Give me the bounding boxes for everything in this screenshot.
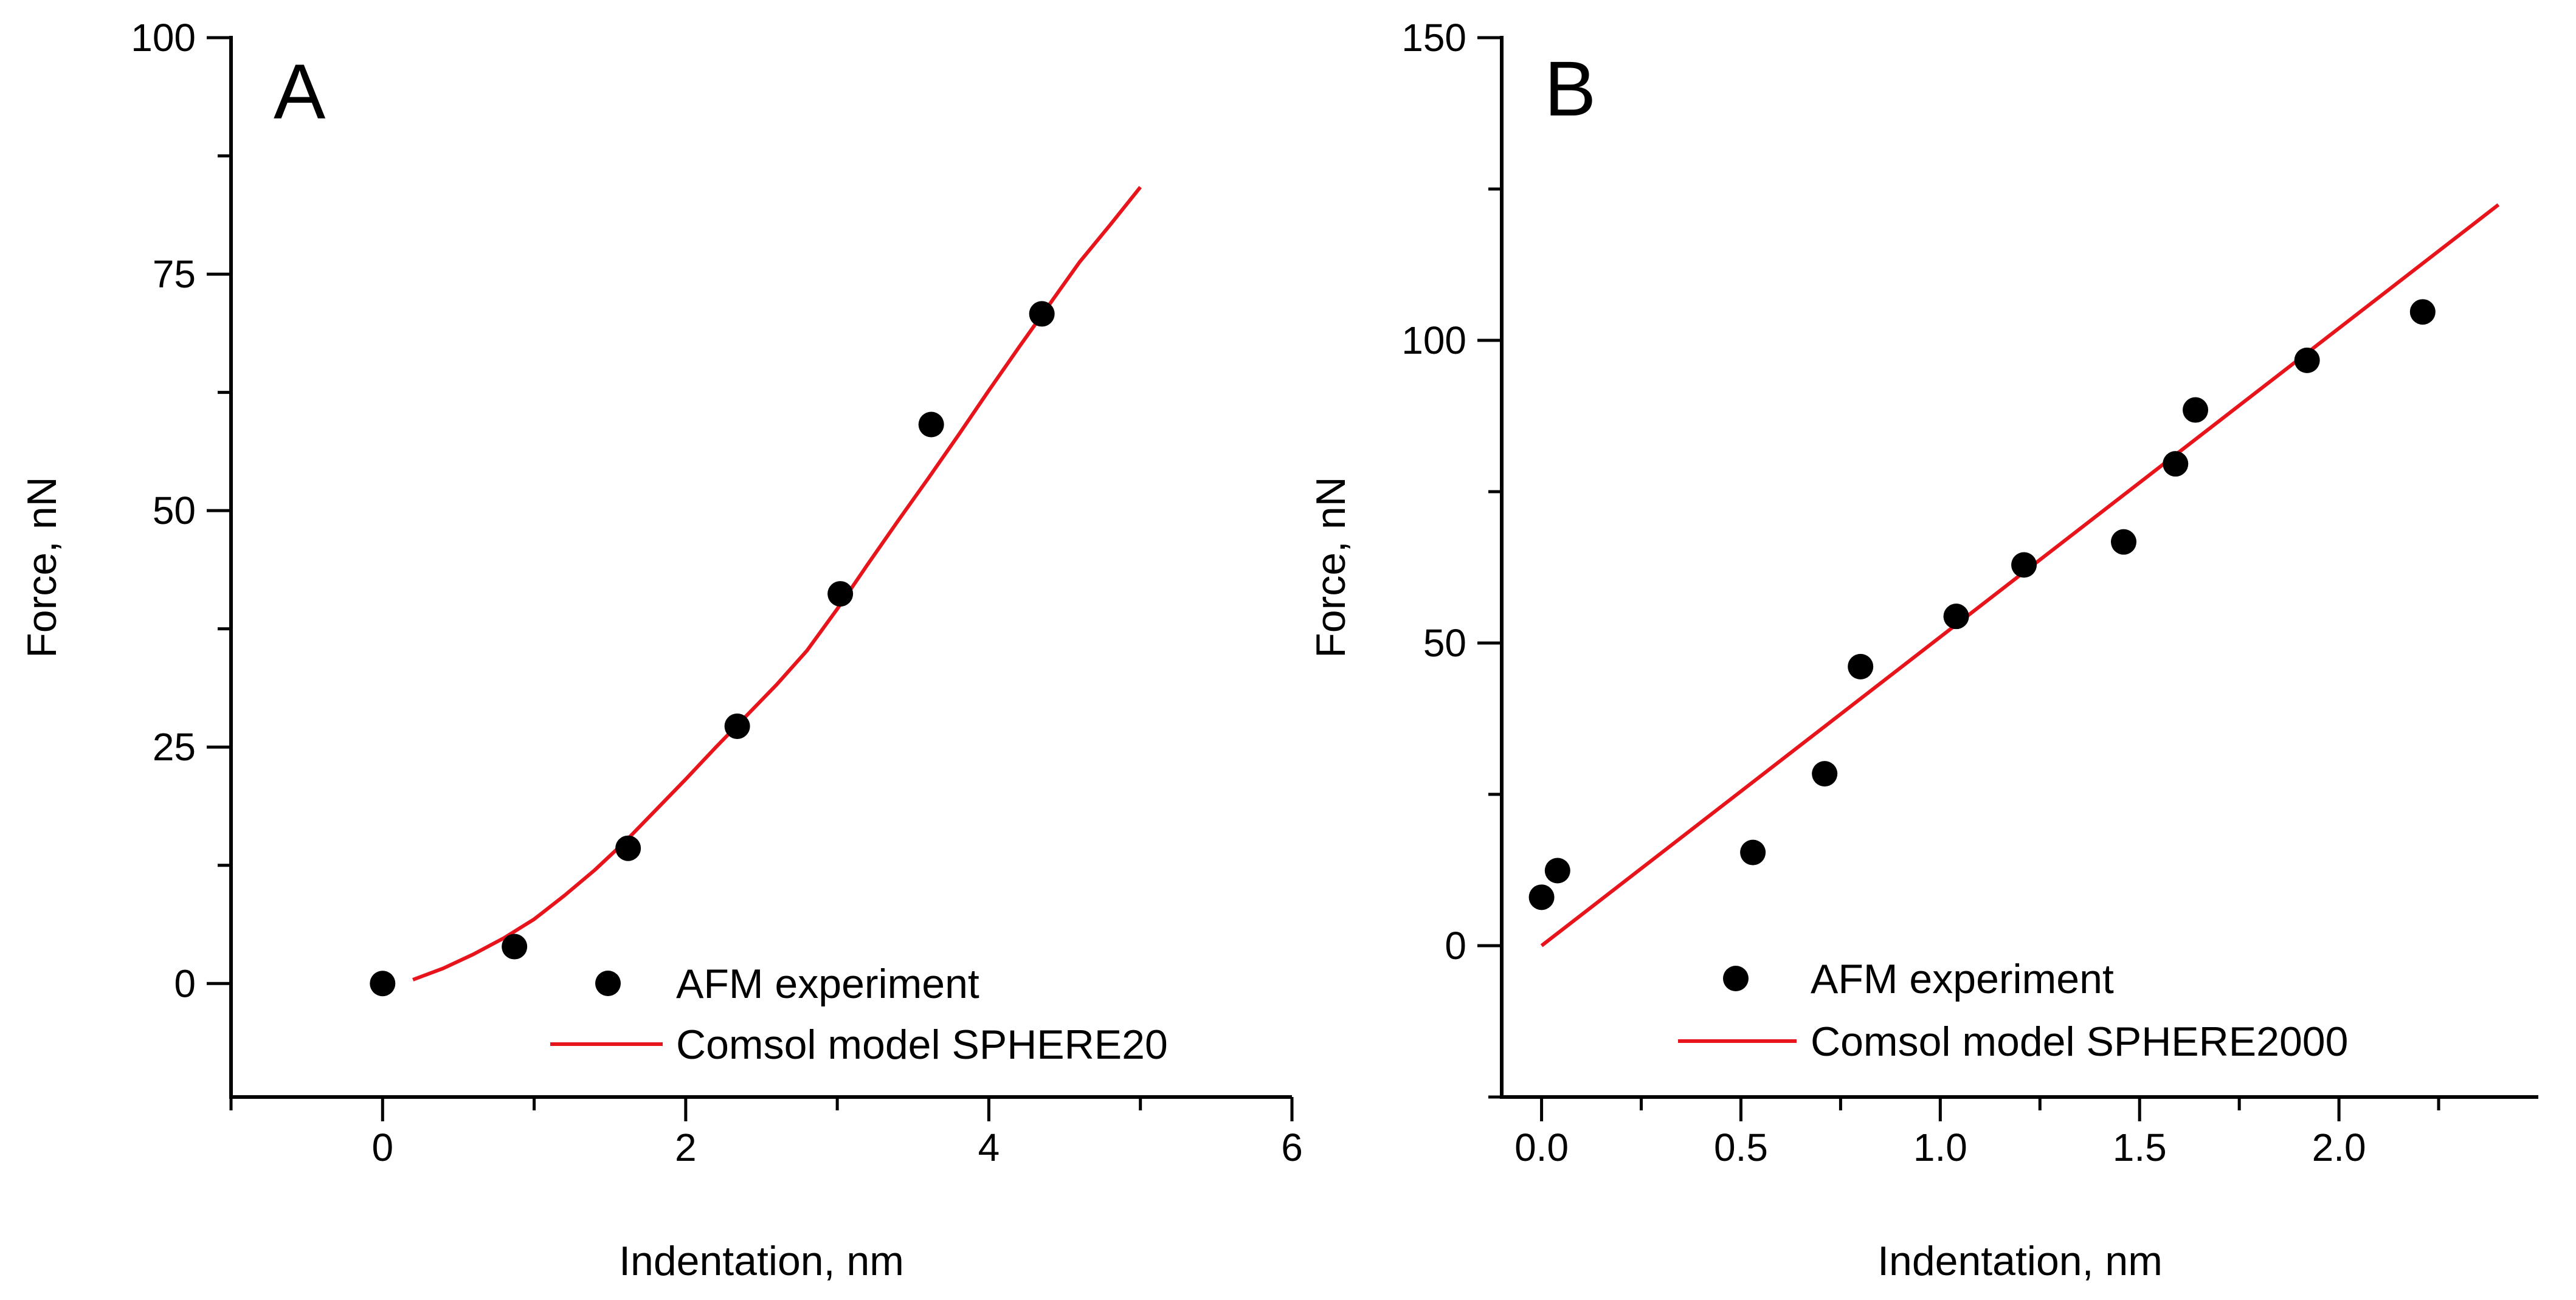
x-tick-label: 0 (371, 1126, 393, 1169)
data-point (724, 713, 750, 739)
x-tick-label: 0.0 (1514, 1126, 1569, 1169)
data-point (615, 835, 641, 861)
data-point (502, 934, 528, 960)
data-point (1812, 761, 1838, 787)
legend-marker (595, 971, 621, 996)
y-tick-label: 0 (1445, 924, 1466, 968)
data-point (2183, 397, 2209, 423)
y-tick-label: 150 (1401, 16, 1466, 60)
model-line (412, 186, 1142, 982)
data-point (1848, 653, 1874, 679)
data-point (1943, 604, 1969, 630)
legend-label-model: Comsol model SPHERE2000 (1811, 1019, 2348, 1065)
x-tick-label: 1.5 (2113, 1126, 2167, 1169)
x-tick-label: 0.5 (1714, 1126, 1768, 1169)
data-point (918, 411, 944, 438)
data-point (2409, 299, 2436, 325)
y-axis-title: Force, nN (19, 476, 65, 658)
x-tick-label: 4 (978, 1126, 1000, 1169)
panel-label: B (1544, 46, 1596, 132)
x-tick-label: 2 (675, 1126, 697, 1169)
data-point (1528, 884, 1555, 910)
data-point (1544, 858, 1570, 884)
data-point (2163, 451, 2189, 477)
data-point (1029, 301, 1055, 327)
data-point (2294, 347, 2320, 373)
y-tick-label: 100 (1401, 318, 1466, 362)
y-tick-label: 100 (131, 16, 196, 60)
x-tick-label: 2.0 (2312, 1126, 2366, 1169)
panel-b: 0.0 0.5 1.0 1.5 2.0 0 50 100 150 Indentation, nm F… (1308, 16, 2538, 1284)
panel-a: 0 2 4 6 0 25 50 75 100 Indentation, nm Force, nN A A… (19, 16, 1303, 1284)
legend-label-experiment: AFM experiment (1811, 956, 2114, 1002)
y-tick-label: 50 (153, 489, 196, 532)
panel-label: A (274, 49, 326, 136)
y-tick-label: 25 (153, 725, 196, 769)
legend: AFM experiment Comsol model SPHERE20 (550, 961, 1168, 1068)
x-tick-label: 6 (1281, 1126, 1303, 1169)
legend-marker (1723, 966, 1749, 991)
y-tick-label: 0 (174, 961, 196, 1005)
legend: AFM experiment Comsol model SPHERE2000 (1678, 956, 2348, 1065)
y-tick-label: 75 (153, 252, 196, 296)
data-point (370, 971, 396, 997)
legend-label-experiment: AFM experiment (676, 961, 979, 1007)
x-axis-title: Indentation, nm (1877, 1238, 2163, 1284)
y-axis-title: Force, nN (1308, 476, 1354, 658)
y-tick-label: 50 (1423, 621, 1466, 665)
legend-label-model: Comsol model SPHERE20 (676, 1022, 1168, 1068)
data-point (827, 581, 854, 607)
data-point (2111, 529, 2136, 555)
x-axis-title: Indentation, nm (619, 1238, 904, 1284)
x-tick-label: 1.0 (1913, 1126, 1967, 1169)
data-point (1740, 839, 1766, 865)
data-point (2011, 552, 2037, 578)
